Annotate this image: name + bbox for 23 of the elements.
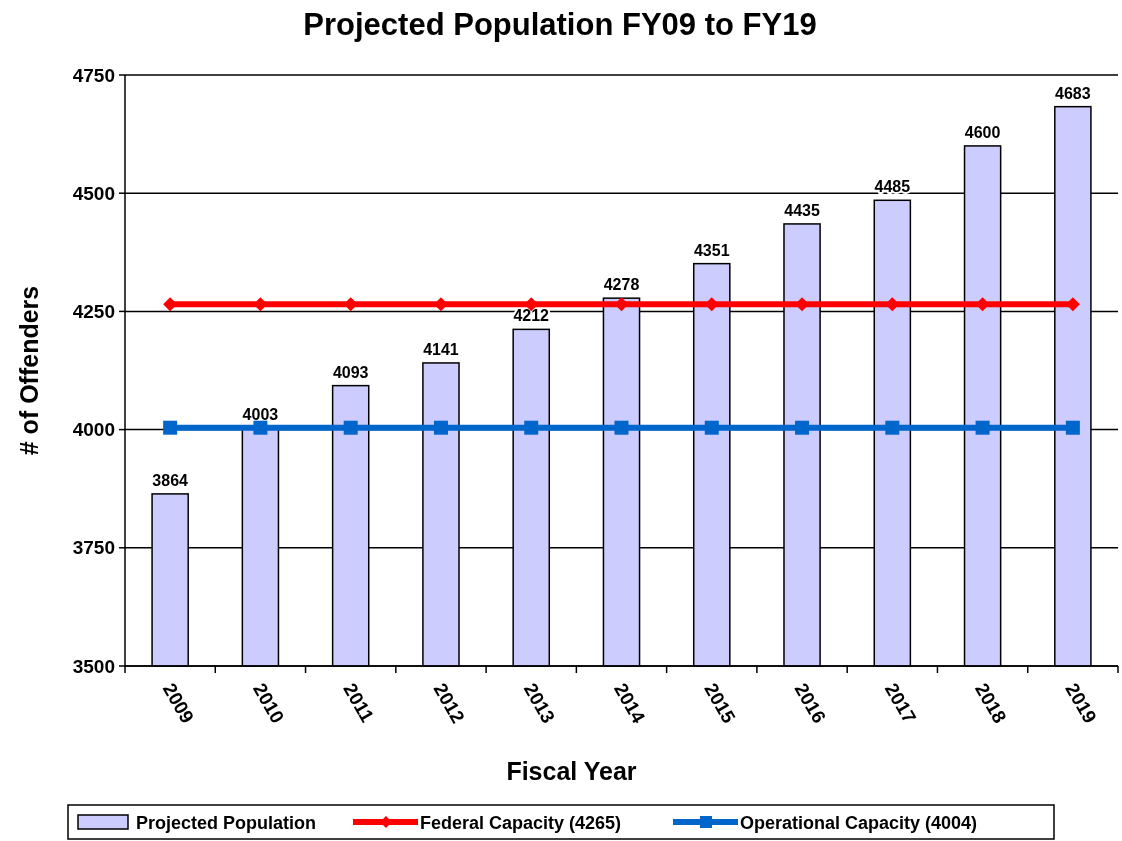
y-axis-title: # of Offenders	[15, 285, 43, 456]
data-label: 4278	[603, 276, 640, 294]
data-label: 4003	[242, 406, 279, 424]
legend-label: Federal Capacity (4265)	[420, 813, 622, 833]
y-tick-label: 4250	[72, 301, 115, 323]
data-label: 4093	[332, 363, 369, 381]
data-label: 4212	[513, 307, 550, 325]
x-axis-title: Fiscal Year	[506, 757, 637, 785]
data-label: 4351	[693, 241, 730, 259]
y-tick-label: 4750	[72, 64, 115, 86]
data-label: 4485	[874, 178, 911, 196]
y-tick-label: 4500	[72, 182, 115, 204]
y-tick-label: 4000	[72, 419, 115, 441]
data-label: 4435	[784, 201, 820, 219]
legend-label: Projected Population	[136, 813, 317, 833]
data-label: 4141	[423, 340, 459, 358]
data-label: 3864	[152, 471, 189, 489]
chart-title: Projected Population FY09 to FY19	[303, 7, 817, 42]
legend-label: Operational Capacity (4004)	[740, 813, 978, 833]
data-label: 4683	[1055, 84, 1091, 102]
y-tick-label: 3500	[72, 655, 115, 677]
data-label: 4600	[964, 123, 1001, 141]
y-tick-label: 3750	[72, 537, 115, 559]
